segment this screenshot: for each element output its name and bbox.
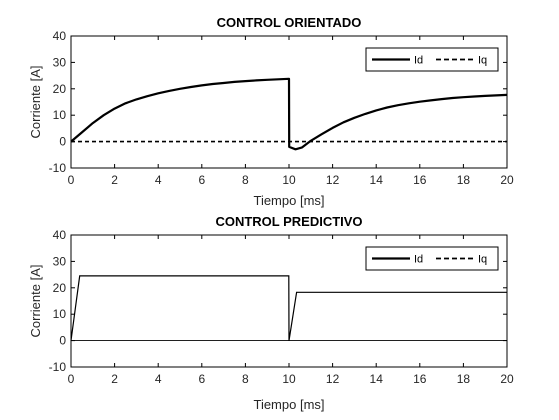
y-tick-label: -10 [49, 360, 67, 374]
x-tick-label: 6 [198, 372, 205, 386]
legend-label-iq-2: Iq [478, 254, 487, 266]
x-tick-label: 18 [457, 173, 471, 187]
y-tick-label: 0 [59, 334, 66, 348]
y-tick-label: 30 [53, 55, 67, 69]
x-tick-label: 8 [242, 372, 249, 386]
chart-title-2: CONTROL PREDICTIVO [215, 214, 362, 229]
x-tick-label: 6 [198, 173, 205, 187]
legend-label-id-1: Id [414, 55, 423, 67]
y-tick-label: 20 [53, 82, 67, 96]
chart-title-1: CONTROL ORIENTADO [217, 15, 362, 30]
x-tick-label: 10 [282, 173, 296, 187]
legend-2: Id Iq [365, 246, 499, 271]
x-tick-label: 10 [282, 372, 296, 386]
x-tick-label: 0 [68, 372, 75, 386]
x-tick-label: 4 [155, 372, 162, 386]
subplot-2: CONTROL PREDICTIVO Tiempo [ms] Corriente… [28, 214, 514, 412]
x-tick-label: 14 [370, 372, 384, 386]
y-tick-label: 10 [53, 307, 67, 321]
x-tick-label: 2 [111, 173, 118, 187]
subplot-1: CONTROL ORIENTADO Tiempo [ms] Corriente … [28, 15, 514, 208]
x-tick-label: 0 [68, 173, 75, 187]
x-tick-label: 16 [413, 372, 427, 386]
series-line-id [70, 275, 507, 341]
x-tick-label: 20 [500, 173, 514, 187]
y-tick-label: -10 [49, 161, 67, 175]
x-axis-label-2: Tiempo [ms] [253, 397, 324, 412]
y-tick-label: 10 [53, 108, 67, 122]
y-axis-label-2: Corriente [A] [28, 265, 43, 338]
legend-box-1 [365, 47, 499, 72]
legend-box-2 [365, 246, 499, 271]
x-tick-label: 2 [111, 372, 118, 386]
y-axis-label-1: Corriente [A] [28, 66, 43, 139]
series-lines-1 [70, 77, 508, 151]
x-tick-label: 12 [326, 372, 340, 386]
series-lines-2 [70, 275, 507, 342]
x-axis-label-1: Tiempo [ms] [253, 193, 324, 208]
y-tick-label: 20 [53, 281, 67, 295]
x-tick-label: 8 [242, 173, 249, 187]
legend-label-id-2: Id [414, 254, 423, 266]
y-tick-label: 40 [53, 228, 67, 242]
x-tick-label: 12 [326, 173, 340, 187]
series-line-id [70, 77, 508, 151]
x-tick-label: 4 [155, 173, 162, 187]
y-tick-label: 40 [53, 29, 67, 43]
x-tick-label: 18 [457, 372, 471, 386]
y-tick-label: 30 [53, 254, 67, 268]
y-tick-label: 0 [59, 135, 66, 149]
x-tick-label: 14 [370, 173, 384, 187]
x-tick-label: 20 [500, 372, 514, 386]
legend-label-iq-1: Iq [478, 55, 487, 67]
x-tick-label: 16 [413, 173, 427, 187]
legend-1: Id Iq [365, 47, 499, 72]
